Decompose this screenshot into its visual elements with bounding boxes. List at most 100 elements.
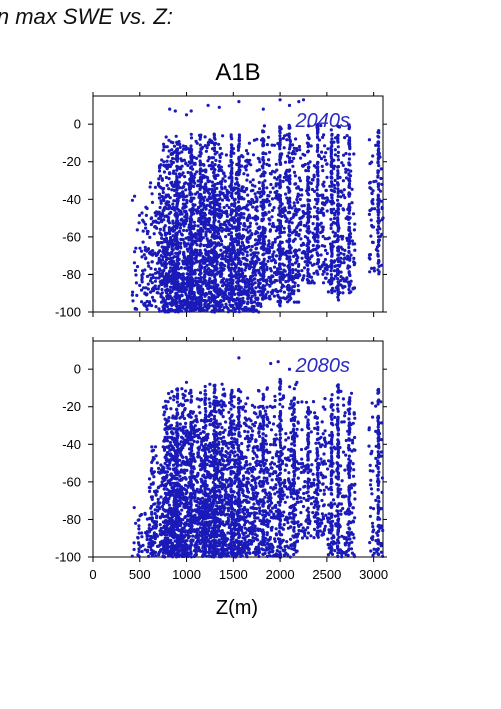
- data-point: [213, 176, 217, 180]
- data-point: [341, 276, 345, 280]
- data-point: [258, 286, 262, 290]
- data-point: [282, 146, 286, 150]
- data-point: [275, 269, 279, 273]
- data-point: [246, 302, 250, 306]
- data-point: [209, 286, 213, 290]
- data-point: [293, 261, 297, 265]
- data-point: [330, 171, 334, 175]
- data-point: [229, 267, 233, 271]
- data-point: [140, 535, 144, 539]
- data-point: [236, 187, 240, 191]
- data-point: [158, 174, 162, 178]
- data-point: [316, 177, 320, 182]
- data-point: [330, 195, 334, 199]
- data-point: [184, 113, 189, 117]
- data-point: [261, 271, 265, 276]
- data-point: [145, 229, 149, 233]
- data-point: [278, 222, 283, 226]
- data-point: [297, 144, 302, 149]
- data-point: [159, 199, 163, 203]
- data-point: [147, 523, 151, 527]
- data-point: [249, 201, 253, 205]
- data-point: [229, 154, 233, 158]
- data-point: [192, 291, 196, 295]
- data-point: [204, 204, 208, 208]
- data-point: [162, 198, 166, 203]
- data-point: [278, 175, 282, 179]
- data-point: [267, 222, 272, 226]
- data-point: [169, 257, 173, 261]
- data-point: [156, 287, 160, 291]
- data-point: [336, 238, 340, 242]
- data-point: [336, 165, 340, 169]
- data-point: [153, 522, 157, 526]
- data-point: [348, 257, 352, 261]
- data-point: [207, 196, 211, 200]
- data-point: [316, 229, 320, 233]
- data-point: [233, 201, 237, 205]
- data-point: [143, 248, 147, 252]
- data-point: [177, 172, 182, 176]
- data-point: [203, 281, 207, 285]
- data-point: [347, 284, 351, 288]
- data-point: [248, 224, 252, 228]
- y-tick-label: -40: [62, 192, 81, 207]
- data-point: [370, 223, 374, 228]
- data-point: [157, 470, 161, 474]
- data-point: [173, 263, 177, 267]
- data-point: [336, 217, 340, 221]
- data-point: [279, 280, 283, 284]
- data-point: [188, 190, 192, 194]
- data-point: [266, 135, 270, 139]
- data-point: [152, 531, 156, 535]
- data-point: [293, 281, 297, 285]
- data-point: [270, 245, 274, 250]
- data-point: [161, 309, 165, 313]
- data-point: [288, 268, 292, 273]
- data-point: [180, 387, 184, 391]
- data-point: [332, 216, 337, 221]
- data-point: [352, 260, 356, 264]
- data-point: [204, 175, 208, 179]
- data-point: [333, 186, 337, 190]
- data-point: [157, 241, 161, 245]
- data-point: [224, 153, 228, 157]
- data-point: [224, 302, 228, 306]
- data-point: [278, 254, 282, 258]
- data-point: [237, 287, 241, 291]
- data-point: [218, 159, 222, 163]
- data-point: [191, 203, 195, 207]
- data-point: [341, 291, 345, 295]
- data-point: [245, 253, 249, 258]
- data-point: [160, 220, 164, 224]
- data-point: [336, 158, 340, 162]
- data-point: [241, 227, 245, 231]
- data-point: [199, 147, 203, 151]
- data-point: [288, 126, 292, 130]
- data-point: [143, 222, 148, 226]
- data-point: [267, 158, 271, 162]
- data-point: [330, 279, 334, 283]
- data-point: [368, 208, 372, 213]
- data-point: [287, 147, 292, 151]
- data-point: [352, 228, 356, 232]
- data-point: [226, 245, 230, 249]
- data-point: [237, 228, 241, 232]
- data-point: [137, 221, 141, 225]
- data-point: [251, 178, 255, 182]
- data-point: [172, 394, 176, 398]
- data-point: [223, 245, 227, 249]
- data-point: [148, 486, 152, 490]
- data-point: [158, 523, 162, 527]
- data-point: [325, 162, 329, 166]
- data-point: [287, 220, 291, 224]
- data-point: [181, 144, 185, 148]
- data-point: [298, 148, 302, 152]
- data-point: [248, 180, 252, 184]
- data-point: [141, 543, 145, 548]
- data-point: [316, 183, 320, 187]
- data-point: [237, 277, 241, 281]
- data-point: [336, 176, 340, 180]
- data-point: [240, 290, 244, 294]
- data-point: [143, 301, 147, 305]
